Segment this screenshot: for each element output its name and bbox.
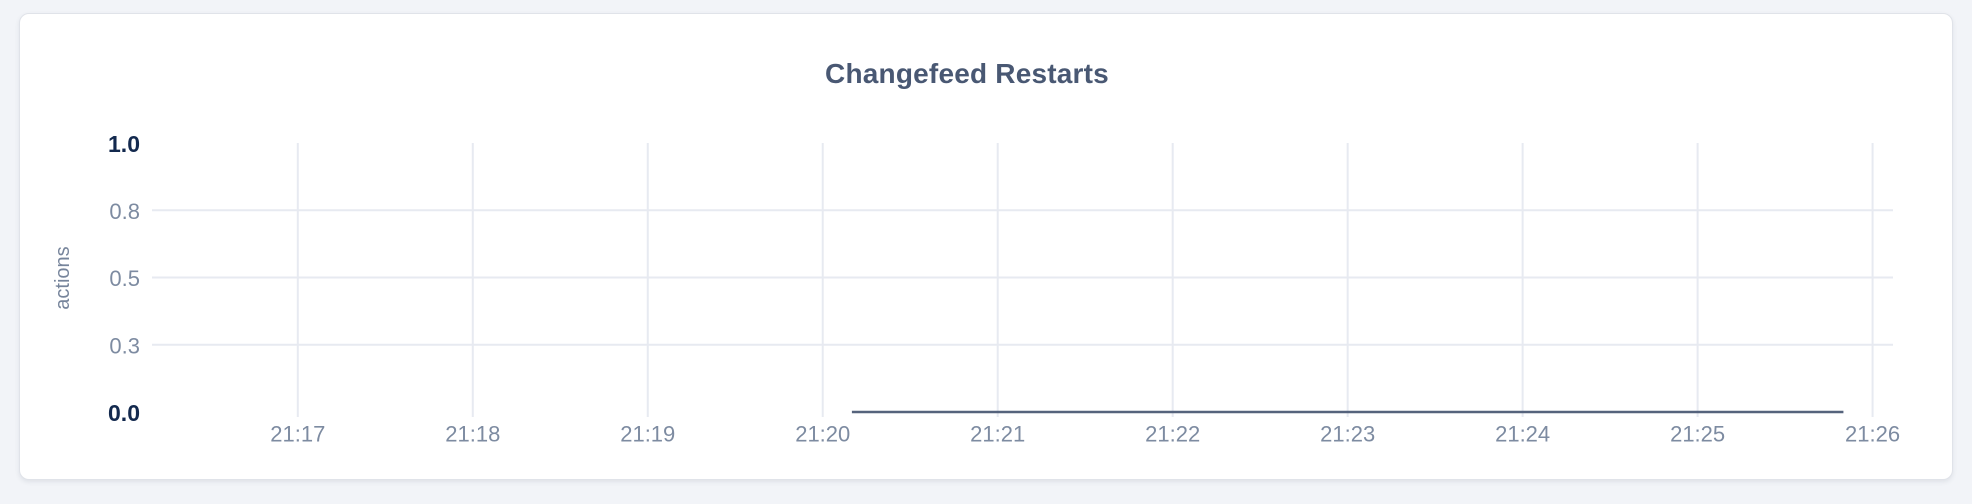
- x-tick-label: 21:21: [970, 422, 1025, 447]
- y-tick-label: 0.8: [109, 199, 140, 224]
- y-axis-label: actions: [52, 246, 74, 309]
- x-tick-label: 21:19: [620, 422, 675, 447]
- x-tick-label: 21:26: [1845, 422, 1900, 447]
- x-tick-label: 21:18: [445, 422, 500, 447]
- y-tick-label: 0.5: [109, 266, 140, 291]
- chart-card: Changefeed Restarts: [19, 13, 1953, 480]
- x-tick-label: 21:20: [795, 422, 850, 447]
- x-tick-label: 21:23: [1320, 422, 1375, 447]
- y-tick-label: 0.3: [109, 333, 140, 358]
- x-tick-label: 21:25: [1670, 422, 1725, 447]
- x-tick-label: 21:17: [270, 422, 325, 447]
- y-tick-label: 1.0: [108, 131, 140, 157]
- x-tick-label: 21:24: [1495, 422, 1550, 447]
- chart-title: Changefeed Restarts: [825, 58, 1109, 89]
- chart-plot-area[interactable]: [152, 143, 1893, 412]
- y-tick-label: 0.0: [108, 400, 140, 426]
- x-tick-label: 21:22: [1145, 422, 1200, 447]
